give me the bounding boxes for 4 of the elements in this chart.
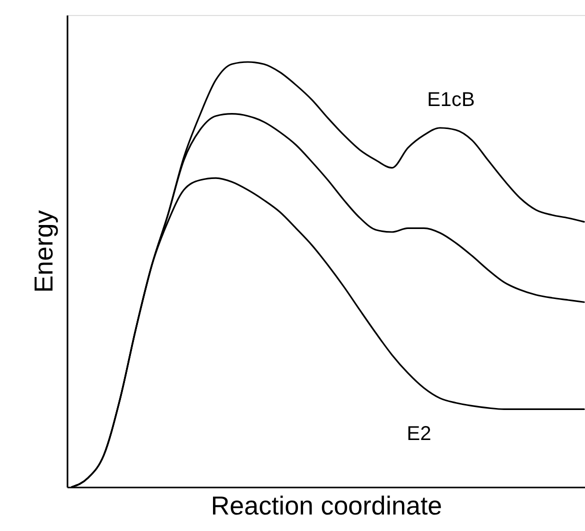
x-axis-title: Reaction coordinate: [210, 490, 442, 520]
series-label: E1cB: [427, 89, 475, 111]
y-axis-title: Energy: [28, 210, 58, 293]
series-label: E2: [406, 422, 432, 445]
